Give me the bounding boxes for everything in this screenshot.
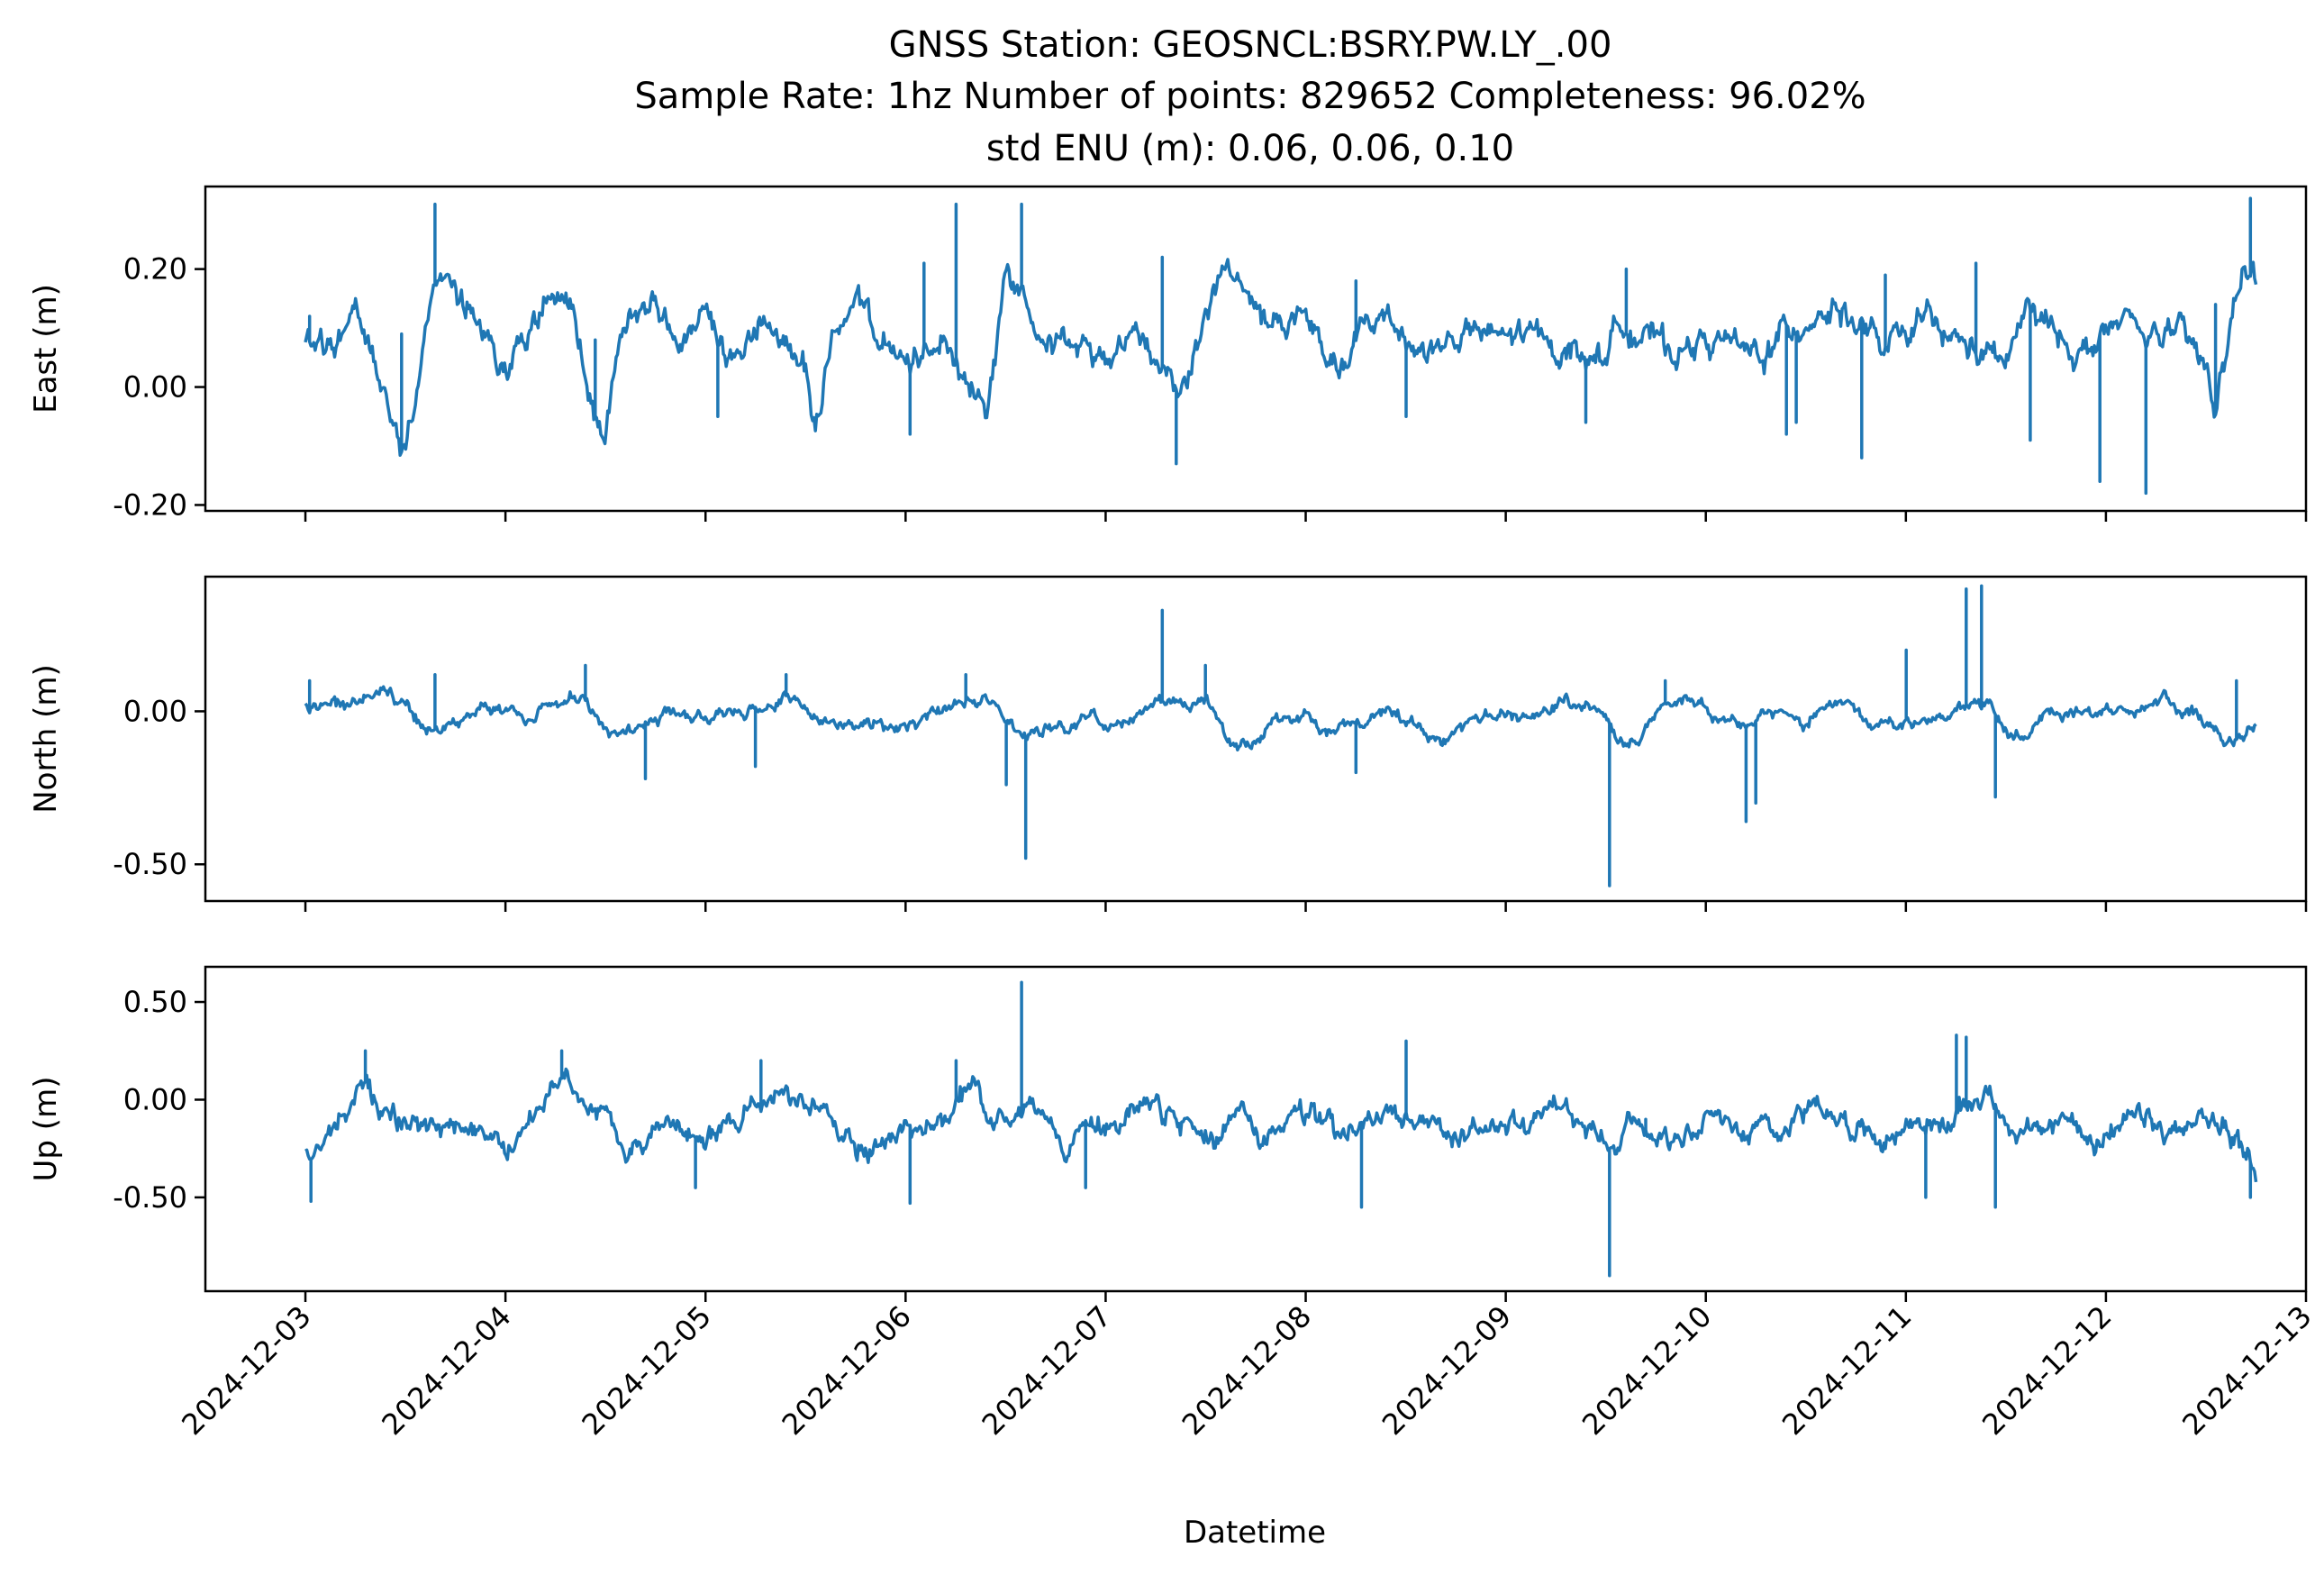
- east-series-line: [304, 196, 2258, 496]
- east-y-tick-label: 0.20: [123, 252, 187, 287]
- north-y-axis-label: North (m): [28, 664, 64, 814]
- x-tick-label: 2024-12-06: [776, 1299, 918, 1442]
- x-tick-label: 2024-12-12: [1975, 1299, 2118, 1442]
- east-panel: -0.20 0.00 0.20 East (m): [28, 185, 2308, 522]
- chart-title-line-1: GNSS Station: GEOSNCL:BSRY.PW.LY_.00: [889, 24, 1612, 66]
- up-y-tick-label: -0.50: [113, 1180, 187, 1215]
- north-series-line: [304, 584, 2257, 888]
- x-tick-label: 2024-12-05: [576, 1299, 718, 1442]
- x-tick-label: 2024-12-08: [1176, 1299, 1318, 1442]
- up-y-tick-label: 0.00: [123, 1082, 187, 1116]
- east-y-tick-label: 0.00: [123, 370, 187, 405]
- x-tick-labels: 2024-12-03 2024-12-04 2024-12-05 2024-12-06…: [175, 1299, 2318, 1442]
- east-axes-frame: [204, 185, 2308, 513]
- x-tick-label: 2024-12-09: [1375, 1299, 1518, 1442]
- north-axes-frame: [204, 575, 2308, 903]
- up-y-tick-label: 0.50: [123, 985, 187, 1019]
- x-tick-label: 2024-12-13: [2175, 1299, 2318, 1442]
- up-axes-frame: [204, 965, 2308, 1293]
- up-y-axis-label: Up (m): [28, 1077, 64, 1182]
- x-tick-label: 2024-12-04: [375, 1299, 517, 1442]
- north-y-tick-label: -0.50: [113, 847, 187, 881]
- x-tick-label: 2024-12-03: [175, 1299, 317, 1442]
- up-panel: -0.50 0.00 0.50 Up (m): [28, 965, 2308, 1302]
- x-tick-label: 2024-12-11: [1775, 1299, 1918, 1442]
- x-axis-label: Datetime: [1184, 1515, 1326, 1551]
- north-y-tick-label: 0.00: [123, 694, 187, 728]
- x-tick-label: 2024-12-07: [976, 1299, 1118, 1442]
- north-panel: -0.50 0.00 North (m): [28, 575, 2308, 912]
- east-y-tick-label: -0.20: [113, 487, 187, 522]
- chart-title-line-2: Sample Rate: 1hz Number of points: 82965…: [634, 76, 1866, 117]
- chart-title-line-3: std ENU (m): 0.06, 0.06, 0.10: [986, 128, 1514, 169]
- up-series-line: [304, 980, 2258, 1278]
- east-y-axis-label: East (m): [28, 284, 64, 414]
- x-tick-label: 2024-12-10: [1575, 1299, 1718, 1442]
